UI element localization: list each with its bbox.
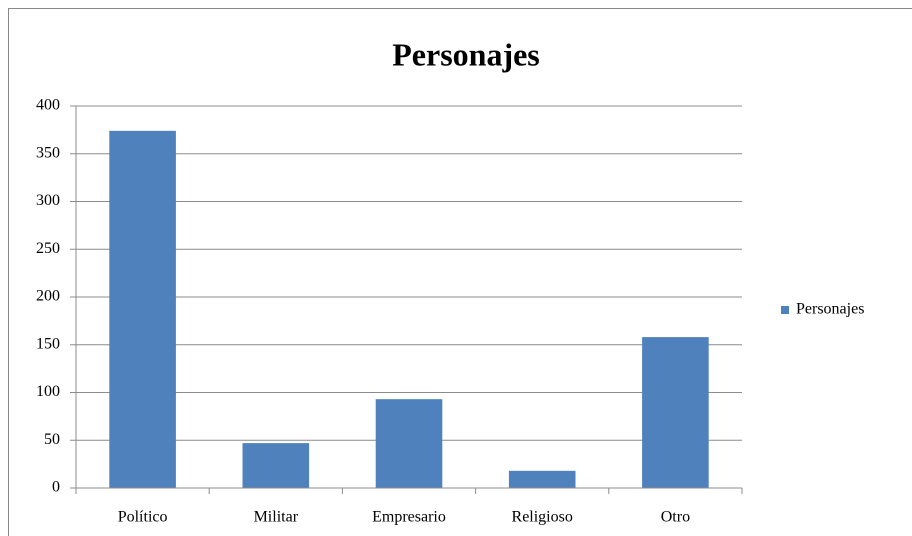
x-tick-label: Otro — [661, 509, 690, 526]
x-tick-label: Militar — [254, 509, 299, 526]
y-tick-label: 300 — [36, 192, 60, 209]
y-tick-label: 50 — [44, 431, 60, 448]
y-tick-label: 350 — [36, 144, 60, 161]
y-tick-label: 400 — [36, 97, 60, 114]
legend-label: Personajes — [796, 301, 864, 318]
x-tick-label: Político — [118, 509, 168, 526]
bar — [109, 130, 176, 488]
chart-title: Personajes — [392, 36, 540, 72]
bar — [375, 399, 443, 488]
legend-swatch — [781, 306, 789, 314]
bar — [242, 443, 310, 488]
bar — [508, 470, 576, 488]
bar — [642, 337, 709, 488]
y-tick-label: 250 — [36, 240, 60, 257]
y-tick-label: 200 — [36, 288, 60, 305]
x-tick-label: Empresario — [372, 509, 446, 526]
y-tick-label: 150 — [36, 335, 60, 352]
x-tick-label: Religioso — [512, 509, 573, 526]
y-tick-label: 0 — [52, 479, 60, 496]
y-tick-label: 100 — [36, 383, 60, 400]
